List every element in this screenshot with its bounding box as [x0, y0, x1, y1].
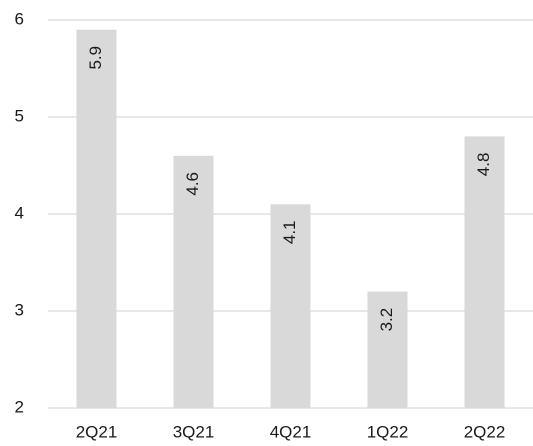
- y-axis-ticks: 2 3 4 5 6: [15, 9, 24, 416]
- data-label-4Q21: 4.1: [280, 220, 299, 244]
- x-tick-label-4Q21: 4Q21: [270, 422, 312, 441]
- x-tick-label-2Q21: 2Q21: [76, 422, 118, 441]
- y-tick-label-6: 6: [15, 9, 24, 28]
- bar-2Q21: [76, 29, 117, 408]
- data-label-2Q22: 4.8: [474, 153, 493, 177]
- y-tick-label-3: 3: [15, 300, 24, 319]
- data-label-3Q21: 4.6: [183, 172, 202, 196]
- bar-3Q21: [173, 155, 214, 408]
- x-axis-ticks: 2Q21 3Q21 4Q21 1Q22 2Q22: [76, 422, 506, 441]
- data-labels: 5.9 4.6 4.1 3.2 4.8: [86, 46, 493, 332]
- x-tick-label-2Q22: 2Q22: [464, 422, 506, 441]
- bars: [76, 29, 505, 408]
- bar-2Q22: [464, 136, 505, 408]
- y-tick-label-5: 5: [15, 106, 24, 125]
- data-label-2Q21: 5.9: [86, 46, 105, 70]
- x-tick-label-1Q22: 1Q22: [367, 422, 409, 441]
- y-tick-label-4: 4: [15, 203, 24, 222]
- bar-1Q22: [367, 291, 408, 408]
- bar-4Q21: [270, 204, 311, 408]
- x-tick-label-3Q21: 3Q21: [173, 422, 215, 441]
- data-label-1Q22: 3.2: [377, 308, 396, 332]
- y-tick-label-2: 2: [15, 397, 24, 416]
